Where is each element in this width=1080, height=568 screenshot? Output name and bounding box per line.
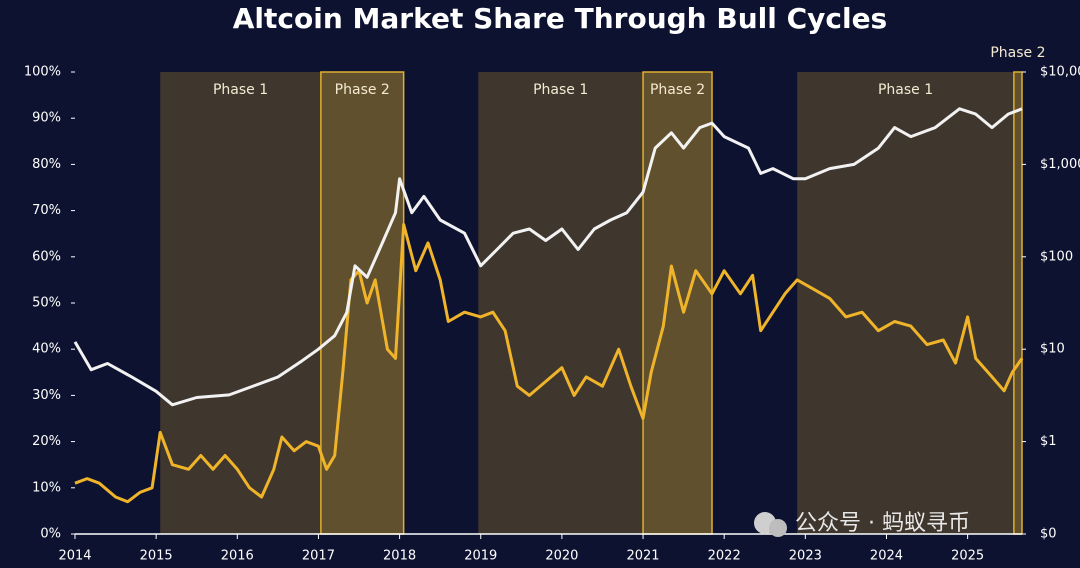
y-tick-label: 100% [24,65,61,80]
y-tick-label: 30% [32,388,61,403]
x-tick-label: 2020 [545,549,578,564]
phase-label: Phase 2 [650,82,705,98]
x-tick-label: 2022 [708,549,741,564]
series-line [74,223,1024,504]
y-tick-label: 60% [32,249,61,264]
y-tick-label: 90% [32,111,61,126]
axes: 0% 10% 20% 30% 40% 50% 60% 70% 80% 90% 100% $0 $1 $10… [24,65,1080,564]
y2-tick-label: $10,000 [1040,65,1080,80]
x-tick-label: 2021 [626,549,659,564]
phase-band [1013,71,1023,535]
y-tick-label: 10% [32,480,61,495]
phase-label: Phase 2 [335,82,390,98]
y-tick-label: 0% [40,527,61,542]
phase-label: Phase 1 [533,82,588,98]
y2-tick-label: $1 [1040,434,1057,449]
phase-label: Phase 1 [878,82,933,98]
phases: Phase 1 Phase 2 Phase 1 Phase 2 Phase 1 Phase… [160,45,1046,535]
y-tick-label: 80% [32,157,61,172]
watermark-icon [769,519,787,537]
watermark: 公众号 · 蚂蚁寻币 [754,511,970,537]
x-tick-label: 2014 [58,549,91,564]
phase-label: Phase 2 [990,45,1045,61]
x-tick-label: 2025 [951,549,984,564]
phase-band [160,72,321,534]
y2-tick-label: $10 [1040,342,1065,357]
y-tick-label: 40% [32,342,61,357]
y2-tick-label: $0 [1040,527,1057,542]
x-tick-label: 2015 [140,549,173,564]
x-tick-label: 2023 [789,549,822,564]
y2-tick-label: $100 [1040,249,1073,264]
y-tick-label: 50% [32,296,61,311]
x-tick-label: 2016 [221,549,254,564]
x-tick-label: 2017 [302,549,335,564]
y2-tick-label: $1,000 [1040,157,1080,172]
x-tick-label: 2018 [383,549,416,564]
y-tick-label: 20% [32,434,61,449]
watermark-text: 公众号 · 蚂蚁寻币 [795,511,970,536]
series-line [73,107,1023,407]
x-tick-label: 2019 [464,549,497,564]
phase-band [797,72,1014,534]
phase-label: Phase 1 [213,82,268,98]
y-tick-label: 70% [32,203,61,218]
lines [73,107,1024,504]
phase-band [320,71,405,535]
x-tick-label: 2024 [870,549,903,564]
chart-title: Altcoin Market Share Through Bull Cycles [233,2,887,35]
phase-band [478,72,644,534]
